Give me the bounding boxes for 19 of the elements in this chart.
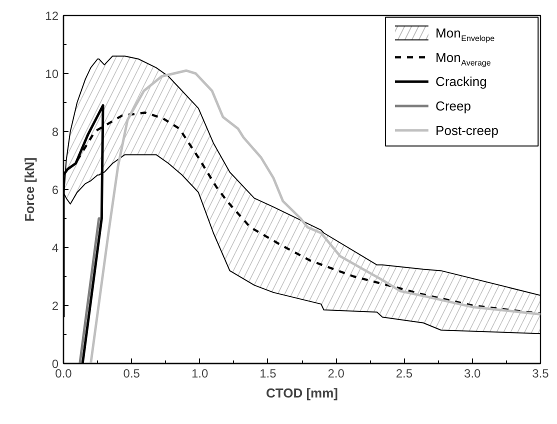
x-tick-label: 2.5 xyxy=(396,366,413,380)
x-tick-label: 0.0 xyxy=(55,366,72,380)
y-tick-label: 10 xyxy=(45,67,59,81)
x-tick-label: 1.5 xyxy=(260,366,277,380)
x-tick-label: 0.5 xyxy=(123,366,140,380)
y-tick-label: 8 xyxy=(52,125,59,139)
y-tick-label: 4 xyxy=(52,241,59,255)
y-axis-title: Force [kN] xyxy=(22,157,38,222)
legend-label: Creep xyxy=(436,98,471,114)
y-tick-label: 2 xyxy=(52,299,59,313)
legend-label: Cracking xyxy=(436,74,487,90)
x-tick-label: 1.0 xyxy=(191,366,208,380)
y-tick-label: 6 xyxy=(52,183,59,197)
x-tick-label: 3.5 xyxy=(532,366,550,380)
legend-label: Post-creep xyxy=(436,122,498,138)
y-tick-label: 12 xyxy=(45,9,59,23)
x-tick-label: 3.0 xyxy=(464,366,482,380)
x-axis-title: CTOD [mm] xyxy=(266,386,338,400)
x-tick-label: 2.0 xyxy=(328,366,345,380)
